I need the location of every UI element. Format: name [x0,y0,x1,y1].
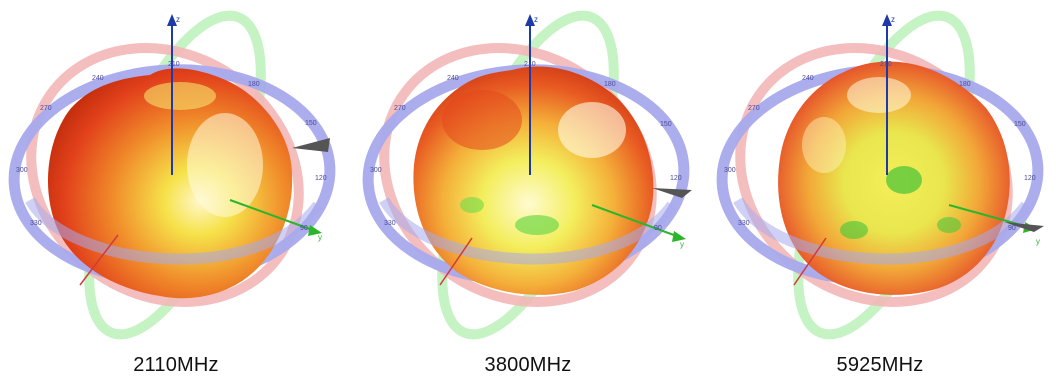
blue-ring-front [379,197,677,265]
y-axis [591,204,683,239]
green-patch [515,215,559,235]
green-patch [840,221,868,239]
ring-tick: 90 [654,225,662,232]
green-patch [937,217,961,233]
radiation-pattern-3d: z y 210 240 180 150 270 120 300 90 330 [8,10,336,340]
ring-tick: 150 [1014,121,1026,128]
ring-tick: 90 [1008,225,1016,232]
pattern-panel-2110: z y 210 240 180 150 270 120 300 90 330 2… [0,0,352,383]
highlight-blob [802,117,846,173]
z-axis-label: z [534,15,538,24]
ring-tick: 180 [959,81,971,88]
y-axis-arrow-icon [672,231,686,242]
radiation-pattern-3d: z y 210 240 180 150 270 120 300 90 330 [716,10,1044,340]
red-patch [442,90,522,150]
ring-tick: 300 [370,167,382,174]
z-axis-label: z [891,15,895,24]
y-axis-arrow-icon [308,225,322,236]
ring-tick: 330 [738,220,750,227]
z-axis-arrow-icon [525,14,535,26]
ring-tick: 210 [168,61,180,68]
ring-tick: 90 [300,225,308,232]
frequency-caption: 5925MHz [836,354,924,376]
ring-tick: 120 [1024,175,1036,182]
ring-tick: 240 [92,75,104,82]
ring-tick: 150 [660,121,672,128]
y-axis-label: y [680,240,684,249]
green-patch [460,197,484,213]
z-axis-label: z [176,15,180,24]
probe-cone-icon [292,138,330,152]
frequency-caption: 2110MHz [133,354,219,376]
pattern-panel-3800: z y 210 240 180 150 270 120 300 90 330 3… [352,0,704,383]
ring-tick: 300 [724,167,736,174]
pattern-panel-5925: z y 210 240 180 150 270 120 300 90 330 5… [704,0,1056,383]
highlight-blob [558,102,626,158]
ring-tick: 270 [748,105,760,112]
x-axis [439,237,473,286]
ring-tick: 270 [40,105,52,112]
highlight-blob [144,82,216,110]
ring-tick: 240 [447,75,459,82]
probe-cone-icon [652,188,692,198]
y-axis-label: y [318,233,322,242]
x-axis [793,237,827,286]
blue-ring-front [733,197,1031,265]
ring-tick: 330 [384,220,396,227]
x-axis [79,234,119,286]
z-axis-arrow-icon [167,14,177,26]
ring-tick: 240 [802,75,814,82]
z-axis-arrow-icon [882,14,892,26]
frequency-caption: 3800MHz [484,354,572,376]
probe-cone-icon [1004,222,1044,232]
highlight-blob [187,113,263,217]
green-patch [886,166,922,194]
ring-tick: 120 [315,175,327,182]
ring-tick: 180 [248,81,260,88]
y-axis-label: y [1036,237,1040,246]
ring-tick: 180 [604,81,616,88]
ring-tick: 120 [670,175,682,182]
blue-ring-front [25,197,323,265]
ring-tick: 330 [30,220,42,227]
ring-tick: 300 [16,167,28,174]
ring-tick: 270 [394,105,406,112]
highlight-blob [847,77,911,113]
y-axis [229,199,319,233]
ring-tick: 210 [524,61,536,68]
ring-tick: 210 [880,61,892,68]
radiation-pattern-3d: z y 210 240 180 150 270 120 300 90 330 [362,10,692,340]
ring-tick: 150 [305,120,317,127]
